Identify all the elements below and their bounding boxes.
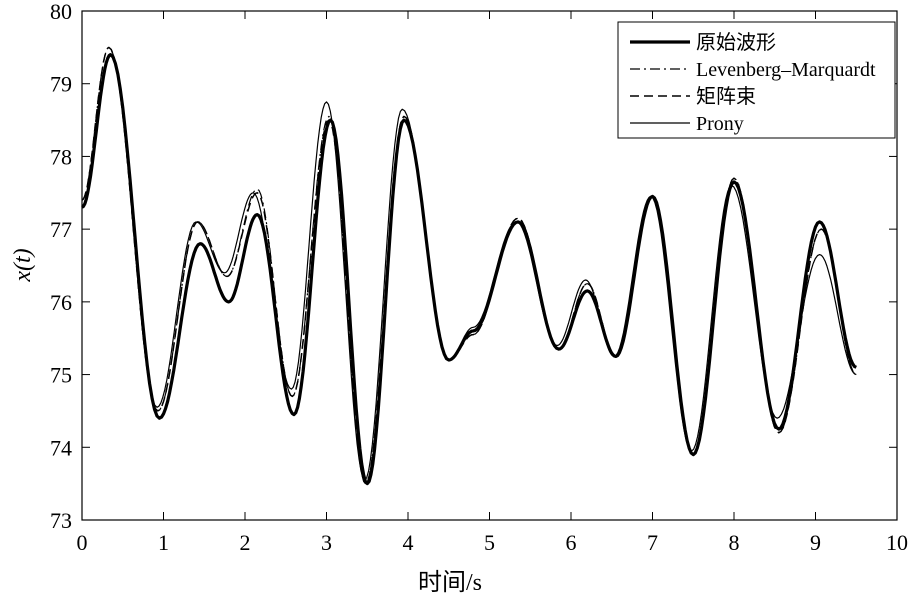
x-tick-label: 10 bbox=[886, 530, 908, 555]
y-tick-label: 74 bbox=[50, 435, 72, 460]
x-tick-label: 3 bbox=[321, 530, 332, 555]
x-tick-label: 1 bbox=[158, 530, 169, 555]
y-tick-label: 75 bbox=[50, 363, 72, 388]
series-line-0 bbox=[81, 53, 857, 486]
x-tick-label: 7 bbox=[647, 530, 658, 555]
y-axis-label: x(t) bbox=[10, 248, 36, 282]
y-tick-label: 77 bbox=[50, 217, 72, 242]
x-tick-label: 9 bbox=[810, 530, 821, 555]
x-tick-label: 6 bbox=[566, 530, 577, 555]
y-tick-label: 79 bbox=[50, 72, 72, 97]
legend-label: 矩阵束 bbox=[696, 85, 756, 108]
x-tick-label: 5 bbox=[484, 530, 495, 555]
legend: 原始波形 Levenberg–Marquardt 矩阵束 Prony bbox=[617, 21, 896, 139]
y-tick-label: 80 bbox=[50, 0, 72, 24]
legend-label: Levenberg–Marquardt bbox=[696, 59, 876, 81]
legend-label: Prony bbox=[696, 113, 744, 135]
x-tick-label: 4 bbox=[403, 530, 414, 555]
x-tick-label: 0 bbox=[77, 530, 88, 555]
x-axis-label: 时间/s bbox=[418, 569, 482, 596]
x-tick-label: 2 bbox=[240, 530, 251, 555]
x-tick-label: 8 bbox=[729, 530, 740, 555]
legend-label: 原始波形 bbox=[696, 31, 776, 54]
y-tick-label: 73 bbox=[50, 508, 72, 533]
y-tick-label: 76 bbox=[50, 290, 72, 315]
y-tick-label: 78 bbox=[50, 144, 72, 169]
